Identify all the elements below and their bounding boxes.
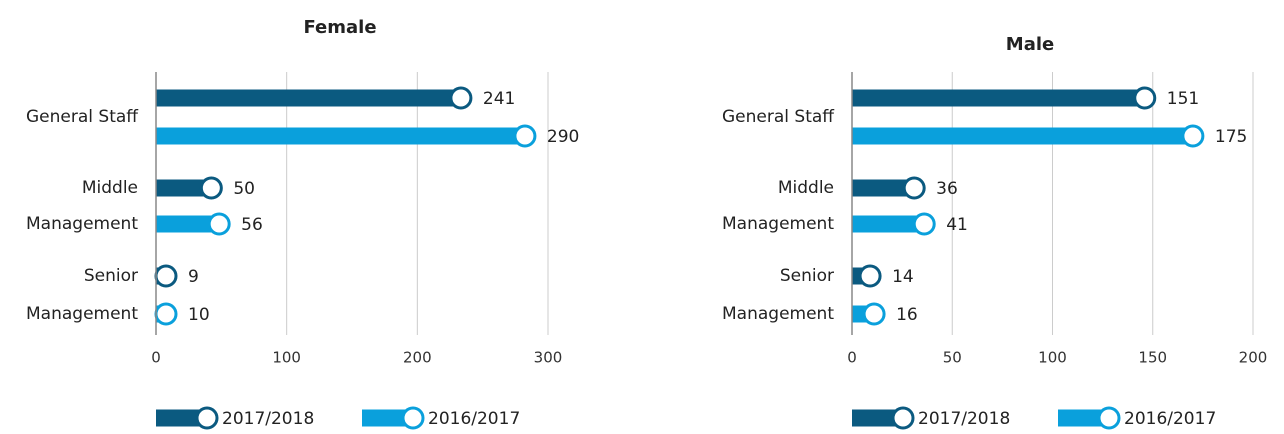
value-label: 10 <box>188 305 210 325</box>
legend-label: 2016/2017 <box>1124 409 1216 429</box>
value-label: 14 <box>892 267 914 287</box>
category-label: Senior Management <box>722 266 834 324</box>
value-label: 16 <box>896 305 918 325</box>
bar <box>156 127 525 145</box>
category-label: Senior Management <box>26 266 138 324</box>
legend-label: 2017/2018 <box>222 409 314 429</box>
bar <box>852 127 1193 145</box>
chart-title: Female <box>303 17 376 38</box>
x-tick-label: 0 <box>847 349 857 367</box>
legend-label: 2017/2018 <box>918 409 1010 429</box>
value-label: 9 <box>188 267 199 287</box>
bar-end <box>1133 86 1157 110</box>
bar-end <box>902 176 926 200</box>
value-label: 241 <box>483 89 515 109</box>
category-label: Middle Management <box>26 178 138 234</box>
legend-swatch <box>362 409 413 427</box>
value-label: 36 <box>936 179 958 199</box>
legend-swatch <box>852 409 903 427</box>
legend-swatch-end <box>891 406 915 430</box>
bar-end <box>207 212 231 236</box>
x-tick-label: 50 <box>943 349 962 367</box>
x-tick-label: 300 <box>534 349 563 367</box>
x-tick-label: 0 <box>151 349 161 367</box>
bar-end <box>154 264 178 288</box>
x-tick-label: 100 <box>272 349 301 367</box>
x-tick-label: 150 <box>1138 349 1167 367</box>
bar-end <box>862 302 886 326</box>
bar <box>156 215 220 233</box>
value-label: 56 <box>241 215 263 235</box>
bar <box>156 179 212 197</box>
bar-end <box>513 124 537 148</box>
bar <box>156 89 461 107</box>
value-label: 50 <box>233 179 255 199</box>
value-label: 41 <box>946 215 968 235</box>
bar <box>852 215 925 233</box>
bar-end <box>912 212 936 236</box>
legend-swatch <box>156 409 207 427</box>
legend-swatch-end <box>1097 406 1121 430</box>
bar-end <box>154 302 178 326</box>
legend-swatch-end <box>401 406 425 430</box>
bar-end <box>1181 124 1205 148</box>
bar <box>852 179 915 197</box>
x-tick-label: 200 <box>1239 349 1268 367</box>
chart-title: Male <box>1006 34 1054 55</box>
legend-swatch-end <box>195 406 219 430</box>
value-label: 290 <box>547 127 579 147</box>
value-label: 151 <box>1167 89 1199 109</box>
x-tick-label: 200 <box>403 349 432 367</box>
category-label: General Staff <box>722 107 835 127</box>
bar-end <box>858 264 882 288</box>
category-label: Middle Management <box>722 178 834 234</box>
bar <box>852 89 1145 107</box>
value-label: 175 <box>1215 127 1247 147</box>
category-label: General Staff <box>26 107 139 127</box>
bar-end <box>449 86 473 110</box>
x-tick-label: 100 <box>1038 349 1067 367</box>
bar-end <box>199 176 223 200</box>
legend-label: 2016/2017 <box>428 409 520 429</box>
legend-swatch <box>1058 409 1109 427</box>
